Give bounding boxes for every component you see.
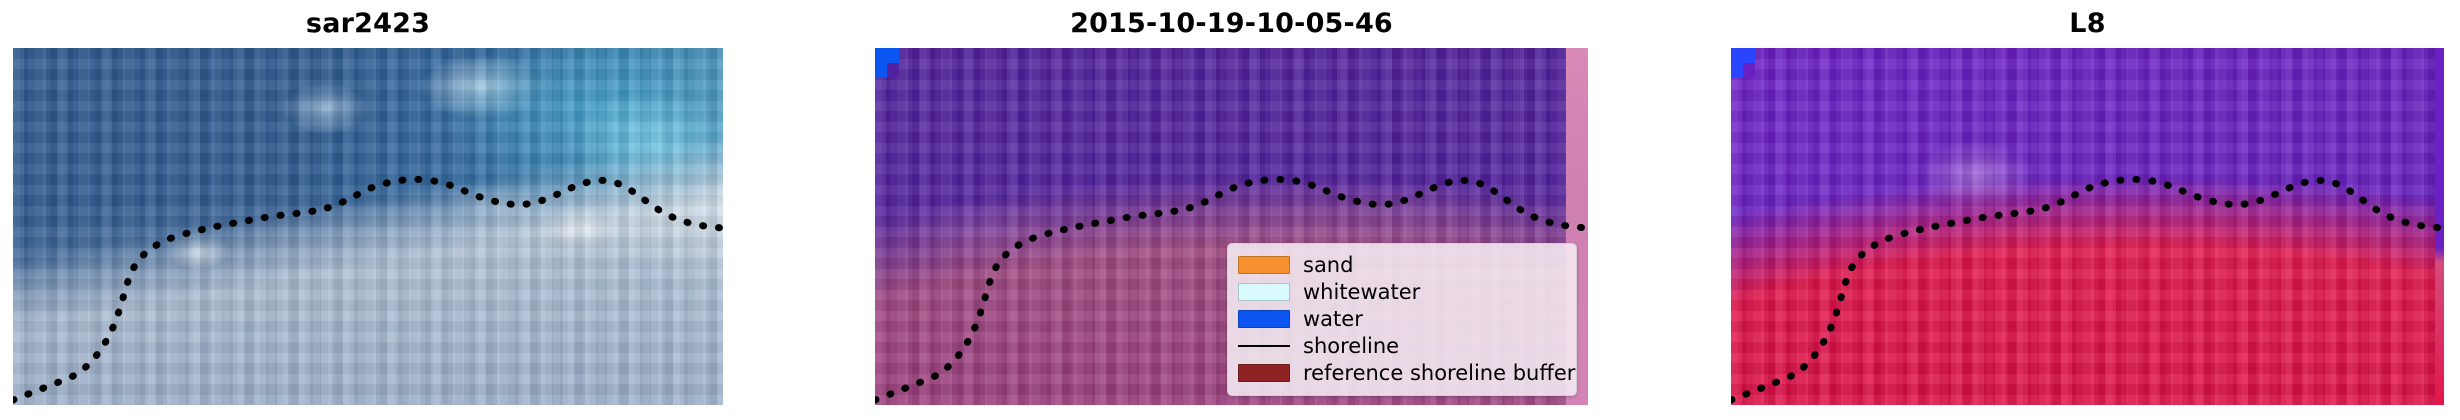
panel-2015-10-19-10-05-46: 2015-10-19-10-05-46 sand whitewat bbox=[875, 0, 1588, 420]
panel-image-3 bbox=[1731, 48, 2444, 405]
panel-title-1: sar2423 bbox=[305, 8, 431, 39]
legend-item-water: water bbox=[1238, 306, 1568, 332]
pixel-texture-1 bbox=[13, 48, 723, 405]
legend-swatch-sand bbox=[1238, 256, 1290, 274]
legend-label-reference-shoreline-buffer: reference shoreline buffer bbox=[1303, 361, 1576, 385]
right-edge-band-3 bbox=[2435, 48, 2444, 405]
water-class-pixel-3 bbox=[1731, 48, 1755, 78]
water-class-pixel-2 bbox=[875, 48, 899, 78]
panel-l8: L8 bbox=[1731, 0, 2444, 420]
legend-swatch-water bbox=[1238, 310, 1290, 328]
legend-label-whitewater: whitewater bbox=[1303, 280, 1421, 304]
panel-title-2: 2015-10-19-10-05-46 bbox=[1070, 8, 1393, 39]
legend-swatch-whitewater bbox=[1238, 283, 1290, 301]
panel-title-3: L8 bbox=[2069, 8, 2106, 39]
legend-label-sand: sand bbox=[1303, 253, 1354, 277]
legend: sand whitewater water shoreline referenc… bbox=[1227, 243, 1577, 396]
panel-image-1 bbox=[13, 48, 723, 405]
panel-image-2: sand whitewater water shoreline referenc… bbox=[875, 48, 1588, 405]
legend-item-sand: sand bbox=[1238, 252, 1568, 278]
legend-item-shoreline: shoreline bbox=[1238, 333, 1568, 359]
panel-sar2423: sar2423 bbox=[13, 0, 723, 420]
pixel-texture-3 bbox=[1731, 48, 2444, 405]
legend-swatch-reference-shoreline-buffer bbox=[1238, 364, 1290, 382]
legend-label-shoreline: shoreline bbox=[1303, 334, 1400, 358]
legend-label-water: water bbox=[1303, 307, 1363, 331]
legend-swatch-shoreline bbox=[1238, 337, 1290, 355]
legend-item-reference-shoreline-buffer: reference shoreline buffer bbox=[1238, 360, 1575, 386]
legend-item-whitewater: whitewater bbox=[1238, 279, 1568, 305]
